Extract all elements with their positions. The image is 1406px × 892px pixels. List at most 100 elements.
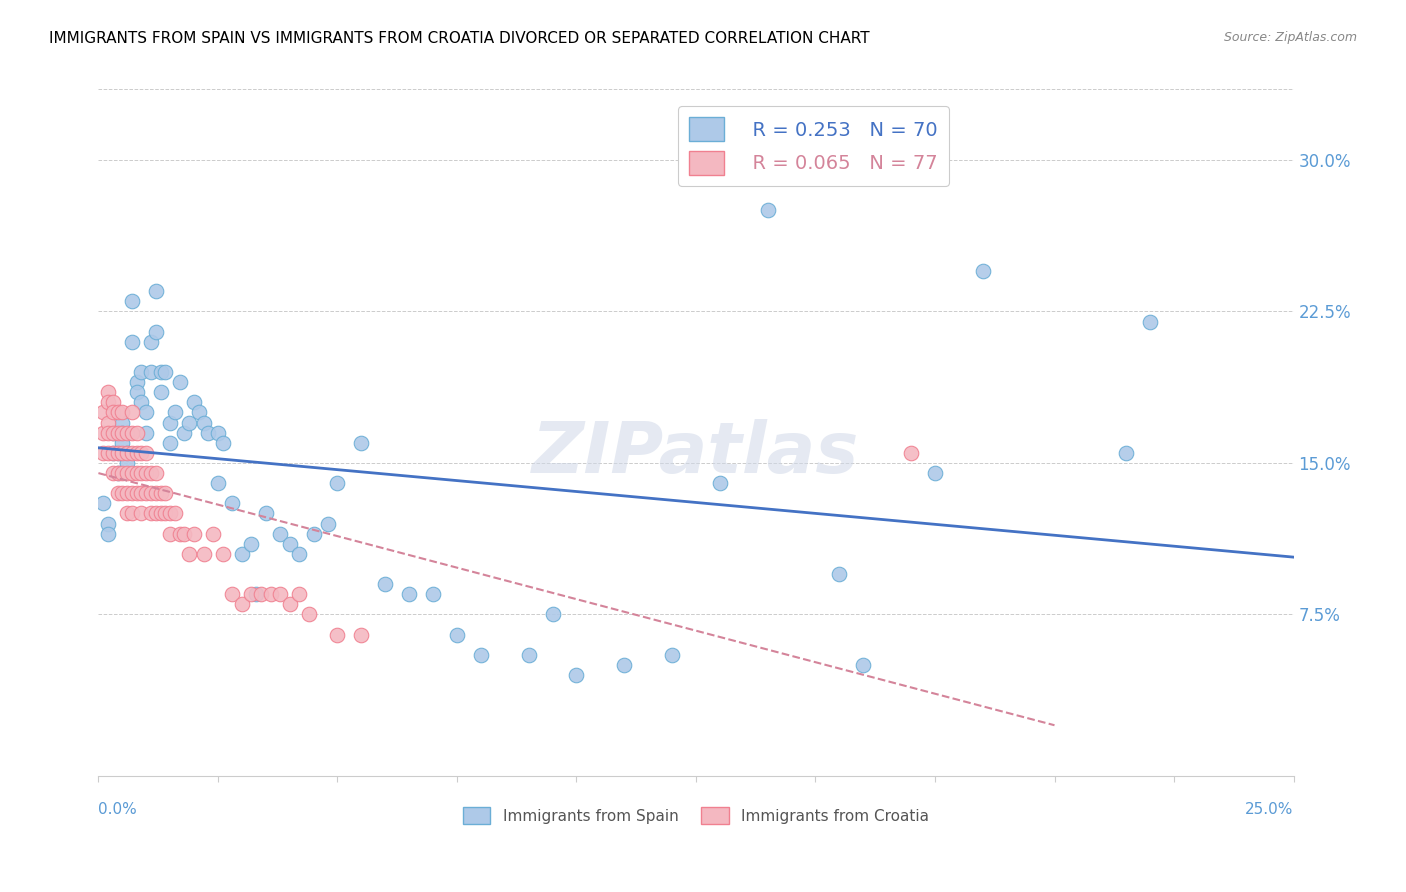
Point <box>97 526 120 541</box>
Point <box>107 405 129 419</box>
Point <box>139 466 162 480</box>
Point <box>446 627 468 641</box>
Point <box>193 547 215 561</box>
Point <box>107 446 129 460</box>
Point <box>187 405 209 419</box>
Point <box>709 476 731 491</box>
Point <box>107 486 129 500</box>
Point <box>221 496 243 510</box>
Point <box>193 416 215 430</box>
Point <box>269 526 291 541</box>
Point <box>121 486 143 500</box>
Point <box>374 577 396 591</box>
Point <box>278 598 301 612</box>
Point <box>259 587 281 601</box>
Point <box>121 446 143 460</box>
Point <box>541 607 564 622</box>
Point <box>115 507 138 521</box>
Point <box>298 607 321 622</box>
Point <box>135 425 157 440</box>
Point <box>326 476 349 491</box>
Point <box>125 425 148 440</box>
Point <box>145 325 167 339</box>
Point <box>661 648 683 662</box>
Point <box>828 567 851 582</box>
Point <box>97 395 120 409</box>
Point <box>326 627 349 641</box>
Point <box>211 547 233 561</box>
Point <box>111 486 134 500</box>
Point <box>221 587 243 601</box>
Point <box>121 425 143 440</box>
Point <box>131 466 153 480</box>
Point <box>207 425 229 440</box>
Point <box>135 405 157 419</box>
Point <box>131 365 153 379</box>
Point <box>149 365 172 379</box>
Point <box>250 587 273 601</box>
Point <box>173 526 195 541</box>
Text: ZIPatlas: ZIPatlas <box>533 418 859 488</box>
Point <box>125 466 148 480</box>
Point <box>231 547 253 561</box>
Point <box>145 486 167 500</box>
Point <box>350 435 373 450</box>
Point <box>97 416 120 430</box>
Legend: Immigrants from Spain, Immigrants from Croatia: Immigrants from Spain, Immigrants from C… <box>457 801 935 830</box>
Point <box>159 507 181 521</box>
Point <box>145 466 167 480</box>
Point <box>183 395 205 409</box>
Point <box>149 486 172 500</box>
Text: IMMIGRANTS FROM SPAIN VS IMMIGRANTS FROM CROATIA DIVORCED OR SEPARATED CORRELATI: IMMIGRANTS FROM SPAIN VS IMMIGRANTS FROM… <box>49 31 870 46</box>
Point <box>852 657 875 672</box>
Point <box>202 526 225 541</box>
Point <box>111 435 134 450</box>
Point <box>121 507 143 521</box>
Point <box>517 648 540 662</box>
Point <box>1115 446 1137 460</box>
Point <box>115 486 138 500</box>
Point <box>613 657 636 672</box>
Point <box>91 496 114 510</box>
Point <box>254 507 277 521</box>
Text: Source: ZipAtlas.com: Source: ZipAtlas.com <box>1223 31 1357 45</box>
Point <box>269 587 291 601</box>
Point <box>101 425 124 440</box>
Point <box>111 405 134 419</box>
Point <box>125 375 148 389</box>
Point <box>111 466 134 480</box>
Point <box>97 425 120 440</box>
Point <box>107 466 129 480</box>
Point <box>288 547 311 561</box>
Point <box>245 587 267 601</box>
Point <box>924 466 946 480</box>
Point <box>1139 314 1161 328</box>
Point <box>163 507 186 521</box>
Point <box>125 486 148 500</box>
Point <box>155 507 177 521</box>
Point <box>115 456 138 470</box>
Point <box>121 334 143 349</box>
Point <box>125 446 148 460</box>
Point <box>288 587 311 601</box>
Point <box>135 466 157 480</box>
Point <box>139 486 162 500</box>
Point <box>155 486 177 500</box>
Point <box>131 486 153 500</box>
Point <box>207 476 229 491</box>
Point <box>131 446 153 460</box>
Point <box>101 405 124 419</box>
Point <box>111 416 134 430</box>
Point <box>91 446 114 460</box>
Point <box>107 466 129 480</box>
Point <box>101 446 124 460</box>
Point <box>107 425 129 440</box>
Point <box>101 425 124 440</box>
Point <box>155 365 177 379</box>
Point <box>91 405 114 419</box>
Point <box>115 466 138 480</box>
Point <box>159 526 181 541</box>
Point <box>470 648 492 662</box>
Point <box>149 385 172 400</box>
Point <box>139 334 162 349</box>
